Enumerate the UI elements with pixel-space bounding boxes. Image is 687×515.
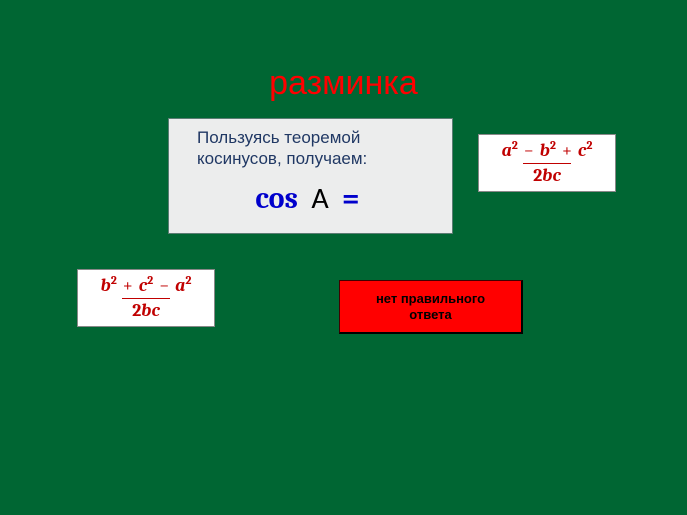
coef: 2 xyxy=(533,165,542,186)
exp: 2 xyxy=(111,273,117,287)
option2-numerator: b2 + c2 − a2 xyxy=(91,272,202,298)
term: c xyxy=(151,300,159,321)
option1-denominator: 2bc xyxy=(523,163,571,190)
question-line2: косинусов, получаем: xyxy=(197,149,367,168)
equals-sign: = xyxy=(342,181,360,216)
slide-title: разминка xyxy=(0,64,687,103)
answer-option-2[interactable]: b2 + c2 − a2 2bc xyxy=(77,269,215,327)
no-answer-line1: нет правильного xyxy=(376,291,485,306)
exp: 2 xyxy=(147,273,153,287)
exp: 2 xyxy=(512,138,518,152)
option1-numerator: a2 − b2 + c2 xyxy=(492,137,603,163)
exp: 2 xyxy=(185,273,191,287)
question-line1: Пользуясь теоремой xyxy=(197,128,360,147)
question-text: Пользуясь теоремой косинусов, получаем: xyxy=(197,127,438,170)
cos-label: cos xyxy=(255,181,298,216)
cos-expression: cos A = xyxy=(197,180,438,217)
term: b xyxy=(141,300,151,321)
op: − xyxy=(522,140,536,161)
op: + xyxy=(560,140,574,161)
term: c xyxy=(552,165,560,186)
no-answer-text: нет правильного ответа xyxy=(376,291,485,322)
term: c xyxy=(139,275,147,296)
answer-option-1[interactable]: a2 − b2 + c2 2bc xyxy=(478,134,616,192)
op: − xyxy=(157,275,171,296)
exp: 2 xyxy=(550,138,556,152)
term: b xyxy=(101,275,111,296)
term: b xyxy=(540,140,550,161)
exp: 2 xyxy=(586,138,592,152)
question-box: Пользуясь теоремой косинусов, получаем: … xyxy=(168,118,453,234)
option2-denominator: 2bc xyxy=(122,298,170,325)
term: a xyxy=(175,275,185,296)
no-answer-line2: ответа xyxy=(409,307,451,322)
term: b xyxy=(542,165,552,186)
coef: 2 xyxy=(132,300,141,321)
no-correct-answer-button[interactable]: нет правильного ответа xyxy=(339,280,523,334)
cos-var-letter: A xyxy=(311,180,328,217)
cos-variable: A xyxy=(305,180,329,217)
term: a xyxy=(502,140,512,161)
op: + xyxy=(121,275,135,296)
